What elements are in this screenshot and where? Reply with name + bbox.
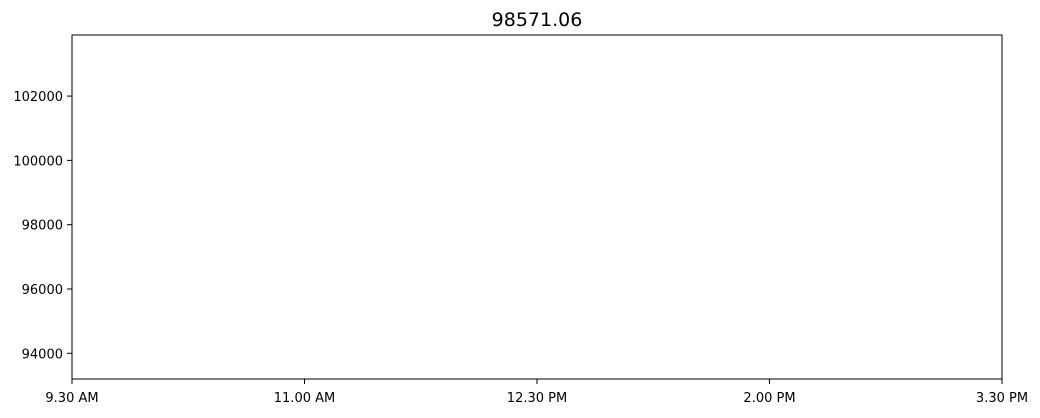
x-tick-label: 12.30 PM	[507, 391, 567, 406]
y-tick-label: 100000	[13, 154, 63, 169]
x-tick-label: 3.30 PM	[976, 391, 1028, 406]
x-tick-label: 9.30 AM	[45, 391, 98, 406]
y-axis: 94000 96000 98000 100000 102000	[13, 90, 72, 362]
y-tick-label: 94000	[22, 347, 63, 362]
y-tick-label: 102000	[13, 90, 63, 105]
x-tick-label: 2.00 PM	[743, 391, 795, 406]
chart-title: 98571.06	[492, 9, 583, 31]
x-tick-label: 11.00 AM	[274, 391, 335, 406]
y-tick-label: 98000	[22, 219, 63, 234]
y-tick-label: 96000	[22, 283, 63, 298]
x-axis: 9.30 AM 11.00 AM 12.30 PM 2.00 PM 3.30 PM	[45, 379, 1028, 406]
plot-area-frame	[71, 34, 1003, 380]
